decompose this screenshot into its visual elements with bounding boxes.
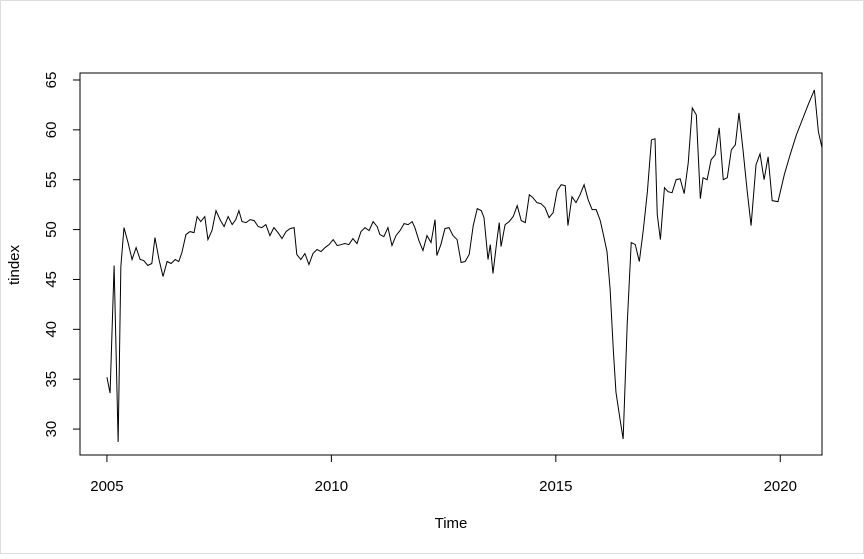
- y-tick-label: 50: [43, 221, 60, 238]
- x-tick-label: 2020: [764, 478, 797, 495]
- y-tick-label: 45: [43, 271, 60, 288]
- y-tick-label: 60: [43, 122, 60, 139]
- series-line: [106, 89, 823, 443]
- x-tick-label: 2015: [539, 478, 572, 495]
- x-tick-label: 2010: [315, 478, 348, 495]
- y-tick-label: 30: [43, 421, 60, 438]
- y-tick-label: 55: [43, 171, 60, 188]
- x-tick-label: 2005: [90, 478, 123, 495]
- y-tick-label: 35: [43, 371, 60, 388]
- y-tick-label: 40: [43, 321, 60, 338]
- x-axis-label: Time: [435, 515, 468, 532]
- plot-box: [79, 72, 823, 456]
- y-tick-label: 65: [43, 72, 60, 89]
- y-axis-label: tindex: [6, 244, 23, 285]
